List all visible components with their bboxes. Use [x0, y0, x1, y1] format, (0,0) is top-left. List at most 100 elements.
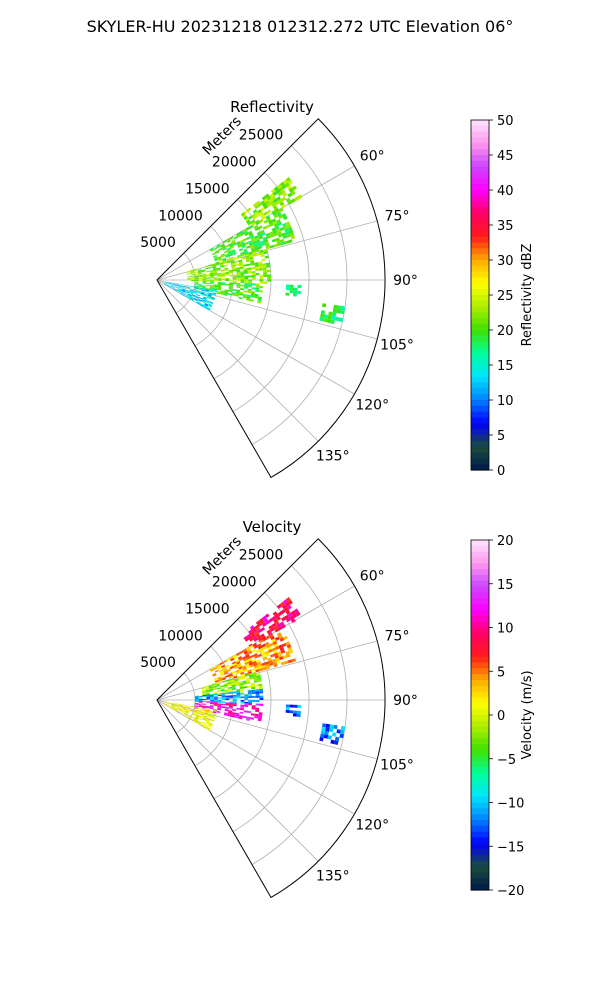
echo-cell — [215, 682, 220, 685]
echo-cell — [249, 224, 254, 229]
echo-cell — [191, 294, 196, 297]
colorbar-segment — [471, 388, 489, 395]
colorbar-segment — [471, 855, 489, 862]
echo-cell — [256, 672, 261, 676]
echo-cell — [171, 283, 176, 286]
echo-cell — [243, 250, 248, 254]
colorbar-segment — [471, 563, 489, 570]
echo-cell — [194, 286, 199, 289]
echo-cell — [184, 713, 188, 716]
echo-cell — [271, 638, 277, 643]
echo-cell — [185, 709, 190, 712]
echo-cell — [254, 715, 259, 719]
echo-cell — [290, 618, 296, 624]
echo-cell — [267, 274, 271, 277]
echo-cell — [209, 287, 214, 290]
echo-cell — [202, 274, 207, 276]
echo-cell — [218, 680, 223, 683]
echo-cell — [271, 195, 277, 201]
echo-cell — [266, 217, 272, 222]
echo-cell — [320, 313, 325, 318]
echo-cell — [216, 243, 221, 248]
echo-cell — [202, 285, 207, 287]
echo-cell — [269, 222, 274, 227]
colorbar-segment — [471, 318, 489, 325]
echo-cell — [284, 660, 289, 665]
echo-cell — [232, 654, 237, 658]
echo-cell — [258, 668, 264, 672]
echo-cell — [221, 254, 226, 258]
echo-cell — [247, 635, 253, 640]
echo-cell — [207, 724, 212, 728]
echo-cell — [320, 310, 326, 315]
echo-cell — [253, 225, 259, 229]
echo-cell — [219, 263, 224, 267]
echo-cell — [281, 604, 287, 610]
colorbar-segment — [471, 125, 489, 133]
echo-cell — [242, 680, 247, 684]
echo-cell — [206, 726, 211, 730]
echo-cell — [290, 235, 296, 240]
sector-frame — [156, 538, 386, 899]
echo-cell — [337, 305, 342, 310]
echo-cell — [186, 716, 191, 720]
echo-cell — [205, 705, 210, 708]
echo-cell — [235, 712, 240, 716]
echo-cell — [260, 633, 265, 638]
echo-cell — [213, 285, 218, 288]
echo-cell — [167, 282, 172, 285]
echo-cell — [255, 633, 261, 638]
colorbar-tick-label: 25 — [497, 289, 514, 304]
echo-cell — [209, 690, 214, 692]
colorbar-segment — [471, 155, 489, 162]
echo-cell — [210, 701, 214, 704]
echo-cell — [237, 244, 242, 248]
echo-cell — [252, 635, 257, 640]
colorbar-tick-label: 10 — [497, 394, 514, 409]
echo-cell — [223, 670, 228, 674]
echo-cell — [285, 704, 290, 708]
colorbar-tick-label: 5 — [497, 665, 505, 680]
echo-cell — [333, 724, 338, 730]
echo-cell — [247, 290, 252, 294]
echo-cell — [181, 289, 186, 292]
colorbar-segment — [471, 452, 489, 459]
echo-cell — [260, 620, 266, 625]
colorbar-segment — [471, 213, 489, 220]
echo-cell — [261, 195, 267, 201]
radial-tick-label: 15000 — [185, 601, 230, 617]
echo-cell — [254, 204, 259, 210]
echo-cell — [246, 207, 252, 212]
echo-cell — [210, 276, 214, 278]
echo-cell — [231, 293, 236, 297]
echo-cell — [171, 285, 175, 288]
echo-cell — [201, 287, 206, 290]
echo-cell — [278, 653, 283, 658]
echo-cell — [239, 291, 244, 294]
echo-cell — [173, 709, 177, 712]
echo-cell — [276, 632, 282, 637]
echo-cell — [202, 703, 207, 705]
echo-cell — [213, 693, 218, 696]
echo-cell — [210, 282, 214, 285]
echo-cell — [245, 718, 251, 722]
echo-cell — [266, 235, 271, 239]
echo-cell — [236, 277, 241, 280]
echo-cell — [198, 285, 203, 288]
echo-cell — [236, 691, 241, 694]
azimuth-spoke — [156, 699, 355, 815]
echo-cell — [248, 703, 252, 706]
echo-cell — [248, 279, 252, 282]
colorbar-segment — [471, 773, 489, 780]
echo-cell — [285, 177, 291, 183]
echo-cell — [202, 718, 207, 721]
echo-cell — [208, 290, 213, 293]
echo-cell — [254, 211, 259, 216]
echo-cell — [220, 265, 225, 268]
echo-cell — [240, 701, 245, 704]
echo-cell — [213, 703, 218, 705]
echo-cell — [221, 676, 226, 679]
echo-cell — [163, 282, 168, 285]
colorbar-segment — [471, 866, 489, 874]
